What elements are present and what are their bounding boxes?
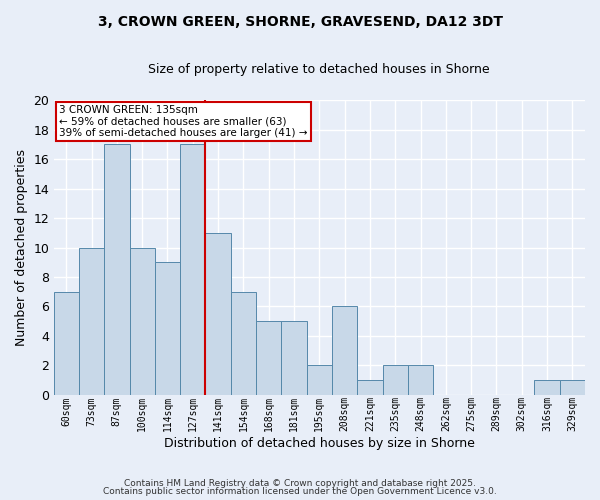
Bar xyxy=(408,366,433,395)
Bar xyxy=(79,248,104,395)
Y-axis label: Number of detached properties: Number of detached properties xyxy=(15,149,28,346)
Bar xyxy=(383,366,408,395)
Bar xyxy=(130,248,155,395)
Bar xyxy=(180,144,205,395)
Title: Size of property relative to detached houses in Shorne: Size of property relative to detached ho… xyxy=(148,62,490,76)
Bar xyxy=(53,292,79,395)
Bar xyxy=(104,144,130,395)
Bar xyxy=(256,321,281,395)
Bar xyxy=(560,380,585,395)
Text: 3, CROWN GREEN, SHORNE, GRAVESEND, DA12 3DT: 3, CROWN GREEN, SHORNE, GRAVESEND, DA12 … xyxy=(97,15,503,29)
X-axis label: Distribution of detached houses by size in Shorne: Distribution of detached houses by size … xyxy=(164,437,475,450)
Bar xyxy=(231,292,256,395)
Bar xyxy=(357,380,383,395)
Bar xyxy=(155,262,180,395)
Text: 3 CROWN GREEN: 135sqm
← 59% of detached houses are smaller (63)
39% of semi-deta: 3 CROWN GREEN: 135sqm ← 59% of detached … xyxy=(59,104,307,138)
Text: Contains public sector information licensed under the Open Government Licence v3: Contains public sector information licen… xyxy=(103,487,497,496)
Bar xyxy=(332,306,357,395)
Bar xyxy=(535,380,560,395)
Bar xyxy=(281,321,307,395)
Bar xyxy=(205,233,231,395)
Text: Contains HM Land Registry data © Crown copyright and database right 2025.: Contains HM Land Registry data © Crown c… xyxy=(124,478,476,488)
Bar xyxy=(307,366,332,395)
